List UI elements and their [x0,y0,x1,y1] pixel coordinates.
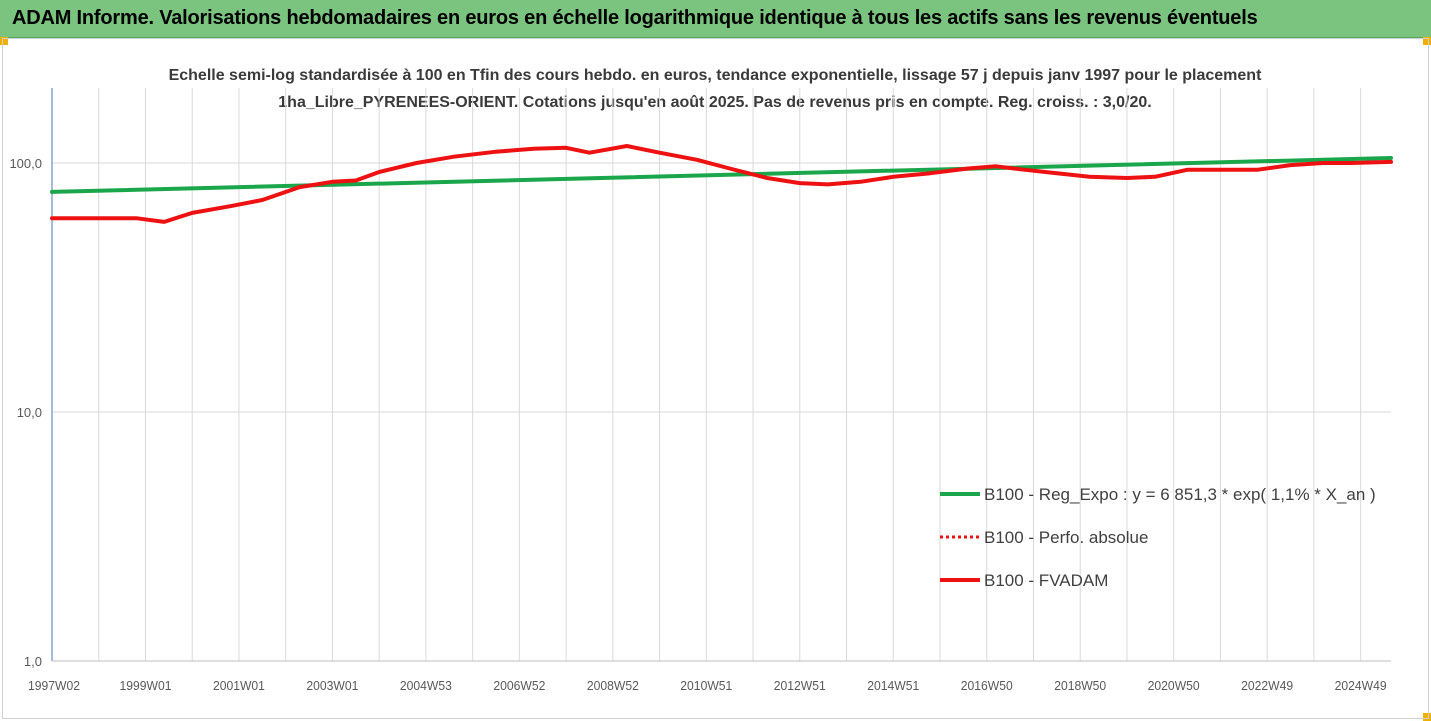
corner-marker-bottom-right [1423,713,1431,721]
x-tick-label: 2018W50 [1054,678,1106,693]
title-banner: ADAM Informe. Valorisations hebdomadaire… [0,0,1431,38]
chart-area [2,38,1429,719]
x-tick-label: 1997W02 [28,678,80,693]
corner-marker-right [1423,37,1431,45]
fvadam-line [50,144,1393,224]
series-lines [50,144,1393,224]
legend-label: B100 - FVADAM [984,571,1108,590]
x-tick-label: 2001W01 [213,678,265,693]
x-tick-label: 2006W52 [493,678,545,693]
x-tick-label: 2016W50 [961,678,1013,693]
x-tick-label: 2014W51 [867,678,919,693]
y-tick-label: 1,0 [24,654,42,669]
x-tick-label: 2010W51 [680,678,732,693]
trend-line [50,156,1393,194]
page-title: ADAM Informe. Valorisations hebdomadaire… [12,7,1258,29]
legend-label: B100 - Reg_Expo : y = 6 851,3 * exp( 1,1… [984,485,1376,504]
legend-label: B100 - Perfo. absolue [984,528,1148,547]
corner-marker-left [0,37,8,45]
x-tick-label: 2020W50 [1148,678,1200,693]
x-tick-label: 2024W49 [1335,678,1387,693]
x-tick-label: 2022W49 [1241,678,1293,693]
x-tick-label: 2003W01 [306,678,358,693]
axes: 1,0 10,0 100,0 1997W02 1999W01 2001W01 2003W01… [9,88,1391,693]
legend: B100 - Reg_Expo : y = 6 851,3 * exp( 1,1… [940,485,1376,590]
x-tick-label: 2012W51 [774,678,826,693]
x-tick-label: 2008W52 [587,678,639,693]
y-tick-label: 100,0 [9,156,42,171]
y-tick-label: 10,0 [17,405,42,420]
chart-subtitle: Echelle semi-log standardisée à 100 en T… [168,67,1262,111]
x-tick-label: 1999W01 [119,678,171,693]
x-tick-label: 2004W53 [400,678,452,693]
